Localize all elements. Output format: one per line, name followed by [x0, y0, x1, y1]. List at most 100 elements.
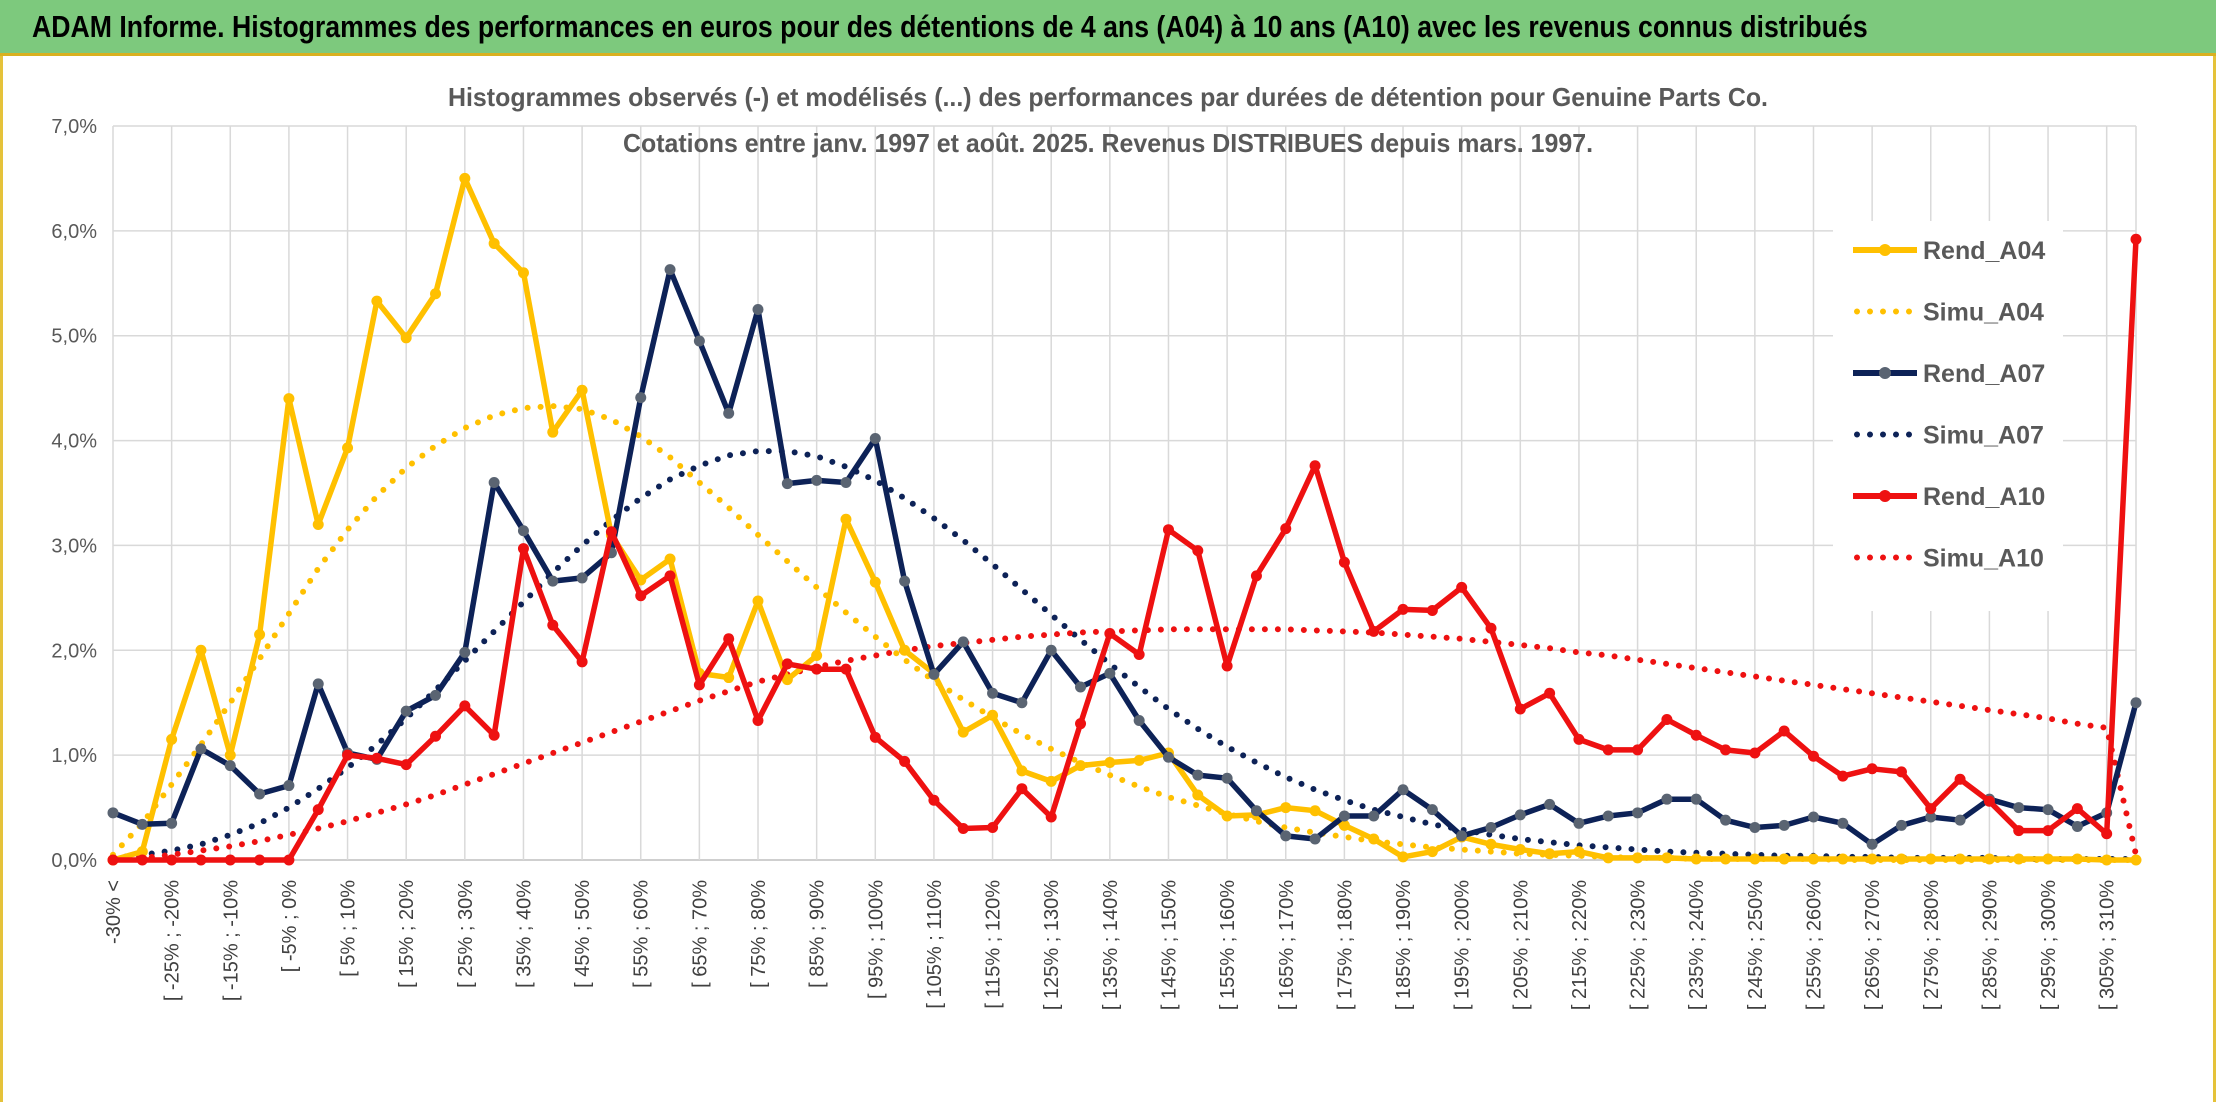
data-point-rend-a07: [1045, 644, 1057, 656]
x-tick-label: [ 135% ; 140%: [1100, 880, 1122, 1010]
data-point-rend-a10: [1368, 625, 1380, 637]
data-point-rend-a07: [283, 780, 295, 792]
series-line-simu-a04: [110, 402, 2139, 863]
data-point-rend-a04: [1837, 853, 1849, 865]
data-point-rend-a07: [195, 743, 207, 755]
data-point-rend-a04: [1368, 833, 1380, 845]
data-point-rend-a04: [1925, 853, 1937, 865]
data-point-rend-a04: [459, 172, 471, 184]
data-point-rend-a07: [136, 818, 148, 830]
x-tick-label: [ 195% ; 200%: [1452, 880, 1474, 1010]
line-chart: Histogrammes observés (-) et modélisés (…: [51, 82, 2142, 1010]
data-point-rend-a10: [1221, 660, 1233, 672]
data-point-rend-a10: [1925, 803, 1937, 815]
data-point-rend-a10: [1602, 744, 1614, 756]
series-line-rend-a07: [111, 266, 2139, 848]
data-point-rend-a10: [605, 526, 617, 538]
x-tick-label: [ 305% ; 310%: [2097, 880, 2119, 1010]
data-point-rend-a04: [1749, 853, 1761, 865]
data-point-rend-a10: [107, 854, 119, 866]
data-point-rend-a10: [1544, 687, 1556, 699]
header-banner: ADAM Informe. Histogrammes des performan…: [0, 0, 2216, 56]
x-tick-label: [ 175% ; 180%: [1334, 880, 1356, 1010]
data-point-rend-a07: [547, 575, 559, 587]
data-point-rend-a10: [987, 821, 999, 833]
data-point-rend-a07: [2130, 697, 2142, 709]
x-tick-label: [ 75% ; 80%: [748, 880, 770, 988]
data-point-rend-a04: [1573, 846, 1585, 858]
data-point-rend-a07: [1866, 838, 1878, 850]
data-point-rend-a10: [781, 658, 793, 670]
data-point-rend-a04: [1192, 789, 1204, 801]
data-point-rend-a07: [1720, 814, 1732, 826]
data-point-rend-a07: [840, 477, 852, 489]
data-point-rend-a04: [1485, 838, 1497, 850]
data-point-rend-a04: [136, 846, 148, 858]
data-point-rend-a07: [1075, 681, 1087, 693]
data-point-rend-a04: [1544, 848, 1556, 860]
data-point-rend-a10: [1983, 795, 1995, 807]
data-point-rend-a04: [1104, 756, 1116, 768]
data-point-rend-a04: [1983, 853, 1995, 865]
data-point-rend-a04: [342, 442, 354, 454]
data-point-rend-a10: [2101, 828, 2113, 840]
series-line-rend-a10: [113, 239, 2139, 863]
data-point-rend-a04: [781, 674, 793, 686]
data-point-rend-a07: [957, 636, 969, 648]
data-point-rend-a04: [1690, 853, 1702, 865]
data-point-rend-a10: [430, 730, 442, 742]
data-point-rend-a10: [400, 759, 412, 771]
data-point-rend-a04: [224, 749, 236, 761]
x-tick-label: [ 5% ; 10%: [338, 880, 360, 977]
data-point-rend-a07: [1192, 769, 1204, 781]
x-tick-label: -30% <: [103, 880, 125, 944]
x-tick-label: [ 145% ; 150%: [1158, 880, 1180, 1010]
data-point-rend-a04: [371, 295, 383, 307]
data-point-rend-a10: [136, 854, 148, 866]
data-point-rend-a10: [1016, 783, 1028, 795]
data-point-rend-a10: [312, 804, 324, 816]
data-point-rend-a10: [1749, 747, 1761, 759]
legend-box: [1833, 221, 2063, 611]
x-tick-label: [ 245% ; 250%: [1745, 880, 1767, 1010]
data-point-rend-a04: [1866, 853, 1878, 865]
data-point-rend-a04: [312, 518, 324, 530]
data-point-rend-a04: [1309, 805, 1321, 817]
data-point-rend-a07: [1280, 830, 1292, 842]
data-point-rend-a10: [1045, 811, 1057, 823]
y-tick-label: 0,0%: [51, 850, 97, 872]
x-tick-label: [ 265% ; 270%: [1862, 880, 1884, 1010]
x-tick-label: [ 205% ; 210%: [1510, 880, 1532, 1010]
data-point-rend-a07: [811, 474, 823, 486]
x-tick-label: [ 165% ; 170%: [1276, 880, 1298, 1010]
data-point-rend-a10: [2130, 233, 2142, 245]
data-point-rend-a10: [1895, 766, 1907, 778]
data-point-rend-a10: [166, 854, 178, 866]
data-point-rend-a07: [400, 705, 412, 717]
data-point-rend-a07: [1514, 809, 1526, 821]
data-point-rend-a07: [224, 760, 236, 772]
data-point-rend-a07: [459, 646, 471, 658]
data-point-rend-a04: [723, 672, 735, 684]
data-point-rend-a07: [576, 572, 588, 584]
data-point-rend-a04: [752, 595, 764, 607]
series-line-rend-a04: [112, 175, 2136, 863]
data-point-rend-a04: [1338, 819, 1350, 831]
data-point-rend-a10: [342, 749, 354, 761]
x-tick-label: [ 65% ; 70%: [689, 880, 711, 988]
data-point-rend-a07: [723, 407, 735, 419]
legend-label-simu-a07: Simu_A07: [1923, 422, 2044, 450]
data-point-rend-a10: [517, 543, 529, 555]
data-point-rend-a10: [576, 656, 588, 668]
data-point-rend-a04: [1807, 853, 1819, 865]
data-point-rend-a10: [371, 752, 383, 764]
y-tick-label: 3,0%: [51, 535, 97, 557]
data-point-rend-a07: [1162, 751, 1174, 763]
data-point-rend-a07: [1104, 667, 1116, 679]
data-point-rend-a04: [2071, 853, 2083, 865]
legend-marker-rend-a04: [1879, 244, 1891, 256]
x-tick-label: [ 85% ; 90%: [807, 880, 829, 988]
data-point-rend-a07: [517, 525, 529, 537]
data-point-rend-a04: [488, 237, 500, 249]
data-point-rend-a10: [488, 729, 500, 741]
